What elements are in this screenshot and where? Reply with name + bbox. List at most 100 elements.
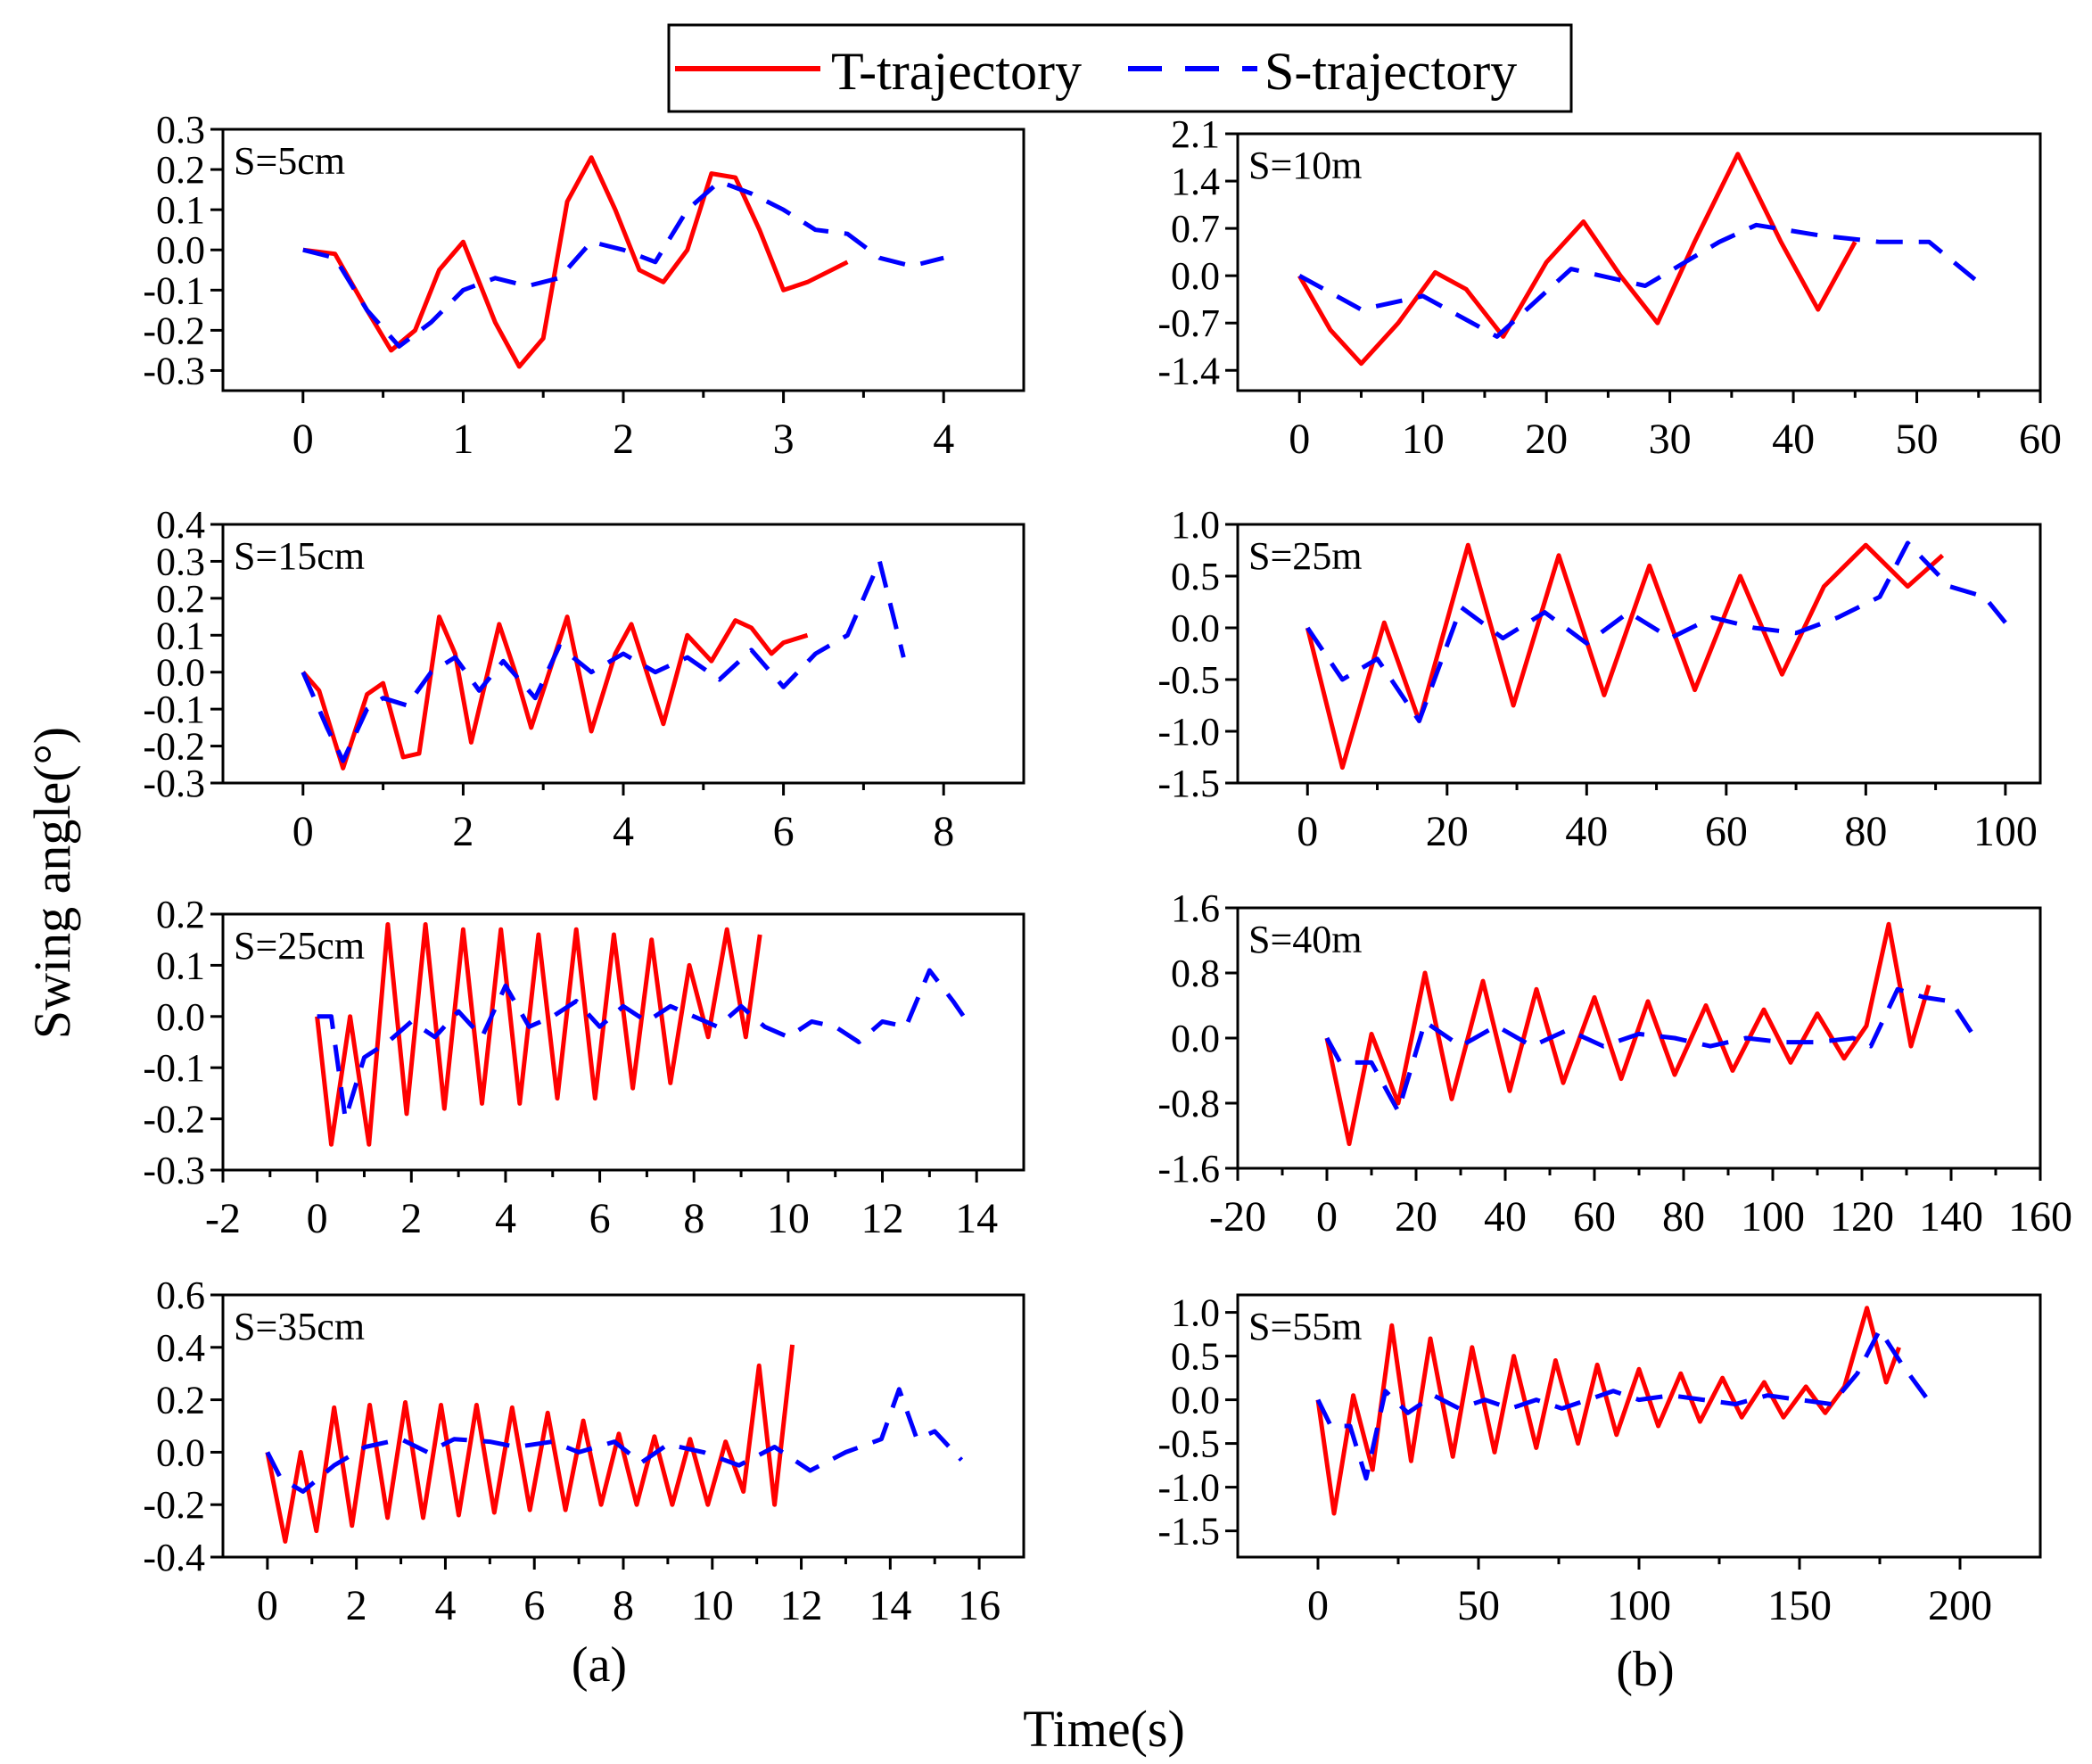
x-tick-label-b3-9: 160 (2008, 1193, 2072, 1241)
x-tick-label-a4-3: 6 (523, 1582, 545, 1629)
panel-annotation-b4: S=55m (1248, 1305, 1363, 1348)
series-line-s-trajectory-a1 (302, 179, 944, 349)
panel-annotation-a2: S=15cm (234, 534, 365, 578)
panel-b2: 0 20 40 60 80 100 1.0 0.5 0.0 -0.5 -1.0 -1.5 S=25m (1157, 503, 2042, 855)
y-tick-label-a2-1: 0.3 (156, 540, 205, 583)
y-tick-label-b4-1: 0.5 (1171, 1335, 1220, 1379)
x-tick-label-b2-3: 60 (1705, 808, 1748, 855)
series-line-t-trajectory-a2 (301, 614, 809, 771)
y-tick-label-b1-2: 0.7 (1171, 207, 1220, 251)
legend-s-trajectory-label: S-trajectory (1264, 42, 1517, 101)
y-tick-label-b2-1: 0.5 (1171, 555, 1220, 598)
x-tick-label-b3-7: 120 (1830, 1193, 1894, 1241)
y-tick-label-b3-1: 0.8 (1171, 952, 1220, 995)
x-tick-label-b4-1: 50 (1457, 1582, 1500, 1629)
series-line-t-trajectory-b3 (1324, 921, 1931, 1147)
x-tick-label-b1-4: 40 (1772, 416, 1815, 463)
y-tick-label-b1-5: -1.4 (1157, 349, 1220, 392)
y-tick-label-a2-0: 0.4 (156, 503, 205, 547)
x-tick-label-a1-3: 3 (773, 416, 795, 463)
y-tick-label-a2-5: -0.1 (143, 688, 205, 731)
y-tick-label-b1-0: 2.1 (1171, 112, 1220, 156)
series-line-t-trajectory-b4 (1315, 1306, 1901, 1516)
series-line-t-trajectory-b1 (1297, 152, 1857, 367)
series-line-s-trajectory-b4 (1315, 1327, 1931, 1481)
series-line-s-trajectory-a3 (317, 968, 969, 1122)
panel-annotation-b2: S=25m (1248, 534, 1363, 578)
x-axis-label: Time(s) (1023, 1700, 1185, 1758)
x-tick-label-b4-4: 200 (1928, 1582, 1992, 1629)
y-tick-label-a4-0: 0.6 (156, 1274, 205, 1317)
legend: T-trajectory S-trajectory (667, 23, 1573, 113)
x-tick-label-a1-2: 2 (613, 416, 634, 463)
y-tick-label-b4-5: -1.5 (1157, 1510, 1220, 1554)
panel-b4: 0 50 100 150 200 1.00.50.0-0.5-1.0-1.5 S=55m (1157, 1291, 2042, 1629)
x-tick-label-a4-7: 14 (869, 1582, 911, 1629)
x-tick-label-b4-3: 150 (1767, 1582, 1832, 1629)
y-tick-label-b4-4: -1.0 (1157, 1466, 1220, 1510)
panel-b3: -20 0 20 40 60 80 100 120 140 160 1.6 0.8 0.0 -0.8 -1.… (1157, 886, 2072, 1241)
y-tick-label-b1-3: 0.0 (1171, 254, 1220, 298)
panel-b1: 0 10 20 30 40 50 60 2.11.40.70.0-0.7-1.4 S=10m (1157, 112, 2062, 463)
x-tick-label-b3-1: 0 (1316, 1193, 1338, 1241)
x-tick-label-b3-4: 60 (1573, 1193, 1616, 1241)
x-tick-label-a2-2: 4 (613, 808, 634, 855)
column-a-label: (a) (572, 1637, 627, 1693)
panel-annotation-a3: S=25cm (234, 924, 365, 968)
y-tick-label-b3-4: -1.6 (1157, 1147, 1220, 1191)
y-tick-label-b3-0: 1.6 (1171, 886, 1220, 930)
series-line-s-trajectory-b1 (1298, 222, 1981, 339)
x-tick-label-b1-2: 20 (1525, 416, 1568, 463)
x-tick-label-b3-3: 40 (1484, 1193, 1527, 1241)
y-tick-label-a4-4: -0.2 (143, 1483, 205, 1527)
y-tick-label-a1-1: 0.2 (156, 148, 205, 192)
panel-frame-b1 (1236, 132, 2042, 392)
x-tick-label-a3-0: -2 (205, 1195, 241, 1242)
y-tick-label-a1-6: -0.3 (143, 349, 205, 392)
x-tick-label-a3-4: 6 (589, 1195, 611, 1242)
x-tick-label-b3-2: 20 (1395, 1193, 1437, 1241)
y-tick-label-b2-2: 0.0 (1171, 606, 1220, 650)
legend-t-trajectory-label: T-trajectory (831, 42, 1082, 101)
y-tick-label-a4-2: 0.2 (156, 1379, 205, 1422)
y-tick-label-a3-0: 0.2 (156, 893, 205, 936)
x-tick-label-b2-1: 20 (1426, 808, 1469, 855)
y-tick-label-b4-0: 1.0 (1171, 1291, 1220, 1335)
x-tick-label-a3-1: 0 (307, 1195, 328, 1242)
panel-annotation-a1: S=5cm (234, 139, 345, 183)
y-tick-label-a2-7: -0.3 (143, 762, 205, 805)
y-tick-label-a4-1: 0.4 (156, 1326, 205, 1370)
x-tick-label-b2-4: 80 (1844, 808, 1887, 855)
y-tick-label-a2-3: 0.1 (156, 614, 205, 657)
x-tick-label-a3-3: 4 (495, 1195, 516, 1242)
x-tick-label-a2-1: 2 (452, 808, 474, 855)
y-tick-label-a1-5: -0.2 (143, 309, 205, 352)
y-tick-label-a2-2: 0.2 (156, 577, 205, 621)
series-line-t-trajectory-a1 (302, 155, 849, 369)
y-tick-label-b1-1: 1.4 (1171, 160, 1220, 203)
y-tick-label-b2-4: -1.0 (1157, 710, 1220, 754)
x-tick-label-a2-3: 6 (773, 808, 795, 855)
x-tick-label-a4-0: 0 (257, 1582, 278, 1629)
y-tick-label-a4-3: 0.0 (156, 1430, 205, 1474)
y-tick-label-b2-5: -1.5 (1157, 762, 1220, 805)
y-tick-label-a1-3: 0.0 (156, 228, 205, 272)
x-tick-label-b1-5: 50 (1896, 416, 1939, 463)
y-tick-label-a3-4: -0.2 (143, 1098, 205, 1142)
x-tick-label-b3-5: 80 (1662, 1193, 1705, 1241)
x-tick-label-a4-4: 8 (613, 1582, 634, 1629)
panel-a3: -2 0 2 4 6 8 10 12 14 0.2 0.1 0.0 -0.1 -0.2 -0.3 S=25cm (143, 893, 1025, 1242)
series-line-t-trajectory-b2 (1305, 542, 1945, 771)
y-tick-label-b3-3: -0.8 (1157, 1082, 1220, 1125)
x-tick-label-b3-8: 140 (1919, 1193, 1983, 1241)
x-tick-label-a4-5: 10 (691, 1582, 734, 1629)
x-tick-label-a1-0: 0 (292, 416, 314, 463)
y-tick-label-a2-6: -0.2 (143, 725, 205, 769)
y-axis-label: Swing angle(°) (23, 727, 81, 1039)
x-tick-label-a3-2: 2 (400, 1195, 422, 1242)
x-tick-label-a4-2: 4 (434, 1582, 456, 1629)
y-tick-label-a3-3: -0.1 (143, 1046, 205, 1090)
x-tick-label-b4-2: 100 (1607, 1582, 1671, 1629)
y-tick-label-a1-2: 0.1 (156, 188, 205, 232)
